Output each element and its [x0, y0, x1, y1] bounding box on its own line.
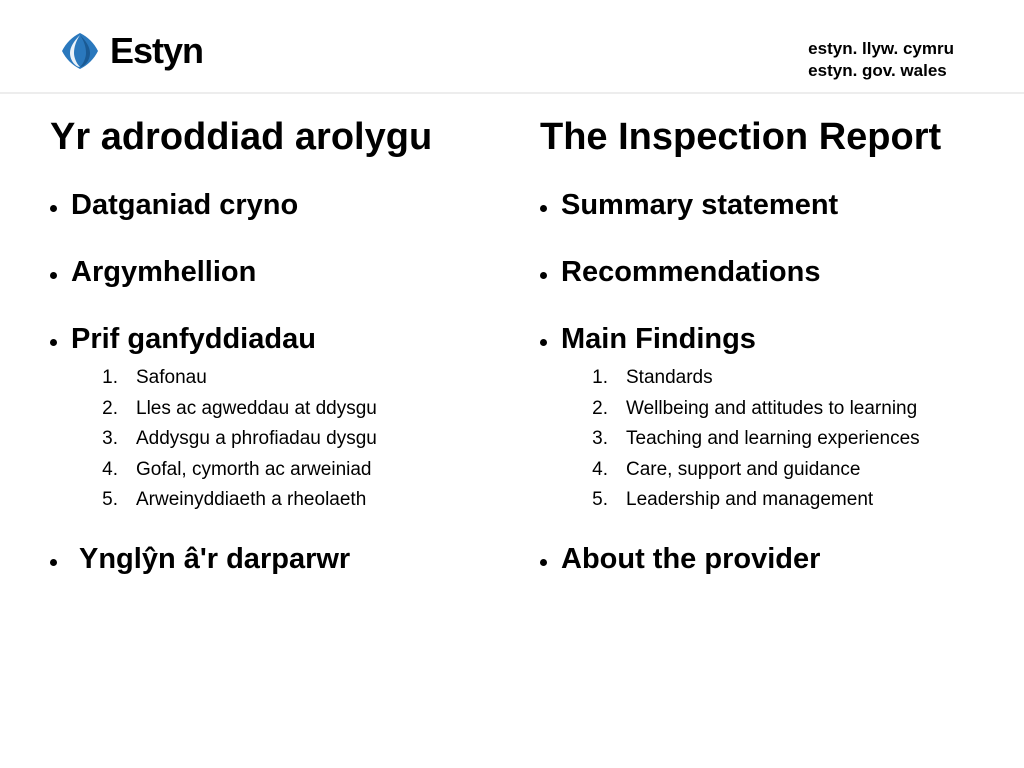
- bullet-text: About the provider: [561, 543, 820, 576]
- content: Yr adroddiad arolygu The Inspection Repo…: [0, 94, 1024, 610]
- header-urls: estyn. llyw. cymru estyn. gov. wales: [808, 30, 964, 82]
- logo: Estyn: [60, 30, 203, 72]
- list-text: Teaching and learning experiences: [626, 425, 920, 454]
- list-number: 2.: [588, 395, 608, 424]
- list-item: 1. Safonau: [98, 364, 520, 393]
- list-item: 4. Care, support and guidance: [588, 456, 974, 485]
- titles: Yr adroddiad arolygu The Inspection Repo…: [50, 116, 974, 159]
- list-text: Lles ac agweddau at ddysgu: [136, 395, 377, 424]
- bullet-about-cy: Ynglŷn â'r darparwr: [50, 543, 520, 576]
- list-item: 3. Teaching and learning experiences: [588, 425, 974, 454]
- list-text: Leadership and management: [626, 486, 873, 515]
- bullet-icon: [540, 559, 547, 566]
- bullet-recommendations-en: Recommendations: [540, 256, 974, 289]
- list-item: 1. Standards: [588, 364, 974, 393]
- bullet-icon: [50, 559, 57, 566]
- list-text: Wellbeing and attitudes to learning: [626, 395, 917, 424]
- column-welsh: Datganiad cryno Argymhellion Prif ganfyd…: [50, 189, 520, 610]
- logo-icon: [60, 31, 100, 71]
- bullet-text: Prif ganfyddiadau: [71, 323, 316, 356]
- list-item: 2. Wellbeing and attitudes to learning: [588, 395, 974, 424]
- bullet-text: Recommendations: [561, 256, 820, 289]
- list-number: 4.: [588, 456, 608, 485]
- bullet-text: Summary statement: [561, 189, 838, 222]
- url-en: estyn. gov. wales: [808, 60, 954, 82]
- sub-list-cy: 1. Safonau 2. Lles ac agweddau at ddysgu 3…: [50, 364, 520, 515]
- bullet-text: Argymhellion: [71, 256, 256, 289]
- findings-cy: Prif ganfyddiadau 1. Safonau 2. Lles ac ag…: [50, 323, 520, 515]
- list-number: 5.: [98, 486, 118, 515]
- bullet-icon: [50, 205, 57, 212]
- column-english: Summary statement Recommendations Main F…: [540, 189, 974, 610]
- logo-text: Estyn: [110, 30, 203, 72]
- bullet-text: Ynglŷn â'r darparwr: [71, 543, 350, 576]
- list-item: 3. Addysgu a phrofiadau dysgu: [98, 425, 520, 454]
- list-item: 5. Arweinyddiaeth a rheolaeth: [98, 486, 520, 515]
- list-number: 3.: [588, 425, 608, 454]
- bullet-summary-cy: Datganiad cryno: [50, 189, 520, 222]
- bullet-icon: [540, 272, 547, 279]
- title-cy: Yr adroddiad arolygu: [50, 116, 520, 159]
- bullet-recommendations-cy: Argymhellion: [50, 256, 520, 289]
- title-en: The Inspection Report: [540, 116, 941, 159]
- list-number: 5.: [588, 486, 608, 515]
- bullet-findings-cy: Prif ganfyddiadau: [50, 323, 520, 356]
- bullet-icon: [50, 339, 57, 346]
- list-text: Safonau: [136, 364, 207, 393]
- list-text: Gofal, cymorth ac arweiniad: [136, 456, 372, 485]
- bullet-text: Datganiad cryno: [71, 189, 298, 222]
- list-number: 1.: [588, 364, 608, 393]
- list-item: 4. Gofal, cymorth ac arweiniad: [98, 456, 520, 485]
- list-number: 1.: [98, 364, 118, 393]
- list-number: 4.: [98, 456, 118, 485]
- bullet-icon: [540, 205, 547, 212]
- findings-en: Main Findings 1. Standards 2. Wellbeing an…: [540, 323, 974, 515]
- list-item: 2. Lles ac agweddau at ddysgu: [98, 395, 520, 424]
- list-item: 5. Leadership and management: [588, 486, 974, 515]
- list-text: Arweinyddiaeth a rheolaeth: [136, 486, 366, 515]
- bullet-about-en: About the provider: [540, 543, 974, 576]
- bullet-findings-en: Main Findings: [540, 323, 974, 356]
- sub-list-en: 1. Standards 2. Wellbeing and attitudes to…: [540, 364, 974, 515]
- list-text: Addysgu a phrofiadau dysgu: [136, 425, 377, 454]
- header: Estyn estyn. llyw. cymru estyn. gov. wal…: [0, 0, 1024, 94]
- list-number: 2.: [98, 395, 118, 424]
- list-text: Care, support and guidance: [626, 456, 861, 485]
- bullet-text: Main Findings: [561, 323, 756, 356]
- list-text: Standards: [626, 364, 713, 393]
- bullet-icon: [50, 272, 57, 279]
- columns: Datganiad cryno Argymhellion Prif ganfyd…: [50, 189, 974, 610]
- url-cy: estyn. llyw. cymru: [808, 38, 954, 60]
- list-number: 3.: [98, 425, 118, 454]
- bullet-summary-en: Summary statement: [540, 189, 974, 222]
- bullet-icon: [540, 339, 547, 346]
